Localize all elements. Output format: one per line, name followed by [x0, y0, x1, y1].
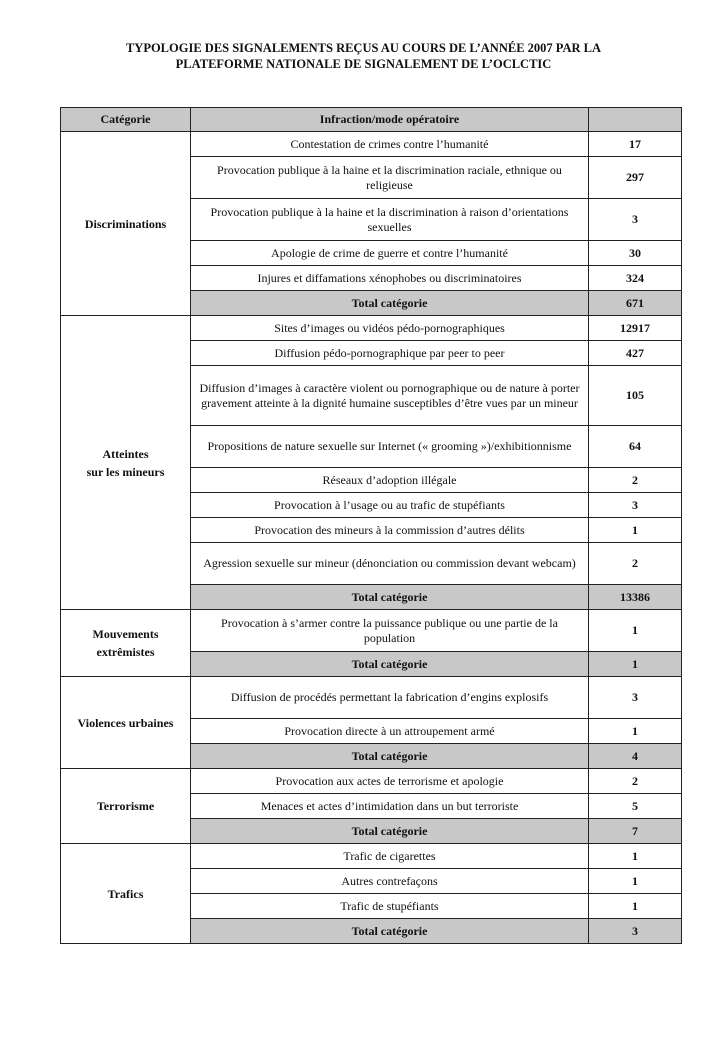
table-row: Violences urbaines Diffusion de procédés … — [60, 676, 682, 769]
count-cell: 324 — [588, 265, 682, 291]
count-cell: 2 — [588, 768, 682, 794]
category-label: Atteintes — [102, 446, 149, 461]
table-row: Diffusion d’images à caractère violent o… — [61, 365, 682, 426]
table-row: Provocation publique à la haine et la di… — [61, 198, 682, 241]
header-infraction: Infraction/mode opératoire — [190, 107, 589, 132]
count-cell: 297 — [588, 156, 682, 199]
total-value: 4 — [588, 743, 682, 769]
count-cell: 5 — [588, 793, 682, 819]
total-label: Total catégorie — [190, 651, 589, 677]
infraction-cell: Provocation aux actes de terrorisme et a… — [190, 768, 589, 794]
category-cell: Discriminations — [60, 131, 191, 316]
infraction-cell: Sites d’images ou vidéos pédo-pornograph… — [190, 315, 589, 341]
infraction-cell: Provocation publique à la haine et la di… — [190, 198, 589, 241]
count-cell: 2 — [588, 542, 682, 585]
count-cell: 1 — [588, 893, 682, 919]
infraction-cell: Autres contrefaçons — [190, 868, 589, 894]
count-cell: 105 — [588, 365, 682, 426]
infraction-cell: Provocation directe à un attroupement ar… — [190, 718, 589, 744]
table-row: Terrorisme Provocation aux actes de terro… — [60, 768, 682, 844]
count-cell: 3 — [588, 492, 682, 518]
table-row: Apologie de crime de guerre et contre l’… — [61, 240, 682, 266]
infraction-cell: Diffusion de procédés permettant la fabr… — [190, 676, 589, 719]
infraction-cell: Apologie de crime de guerre et contre l’… — [190, 240, 589, 266]
category-cell: Violences urbaines — [60, 676, 191, 769]
infraction-cell: Provocation publique à la haine et la di… — [190, 156, 589, 199]
table-row: Provocation des mineurs à la commission … — [61, 517, 682, 543]
table-row: Atteintes sur les mineurs Sites d’images o… — [60, 315, 682, 610]
infraction-cell: Injures et diffamations xénophobes ou di… — [190, 265, 589, 291]
signalements-table: Catégorie Infraction/mode opératoire Dis… — [60, 107, 682, 944]
category-label: Violences urbaines — [77, 715, 174, 730]
category-cell: Trafics — [60, 843, 191, 944]
count-cell: 1 — [588, 718, 682, 744]
table-row: Propositions de nature sexuelle sur Inte… — [61, 425, 682, 468]
count-cell: 64 — [588, 425, 682, 468]
total-value: 671 — [588, 290, 682, 316]
infraction-cell: Provocation à l’usage ou au trafic de st… — [190, 492, 589, 518]
infraction-cell: Provocation des mineurs à la commission … — [190, 517, 589, 543]
category-label: Discriminations — [84, 216, 167, 231]
table-row: Menaces et actes d’intimidation dans un … — [61, 793, 682, 819]
total-row: Total catégorie 13386 — [61, 584, 682, 610]
document-title: TYPOLOGIE DES SIGNALEMENTS REÇUS AU COUR… — [0, 40, 727, 72]
infraction-cell: Propositions de nature sexuelle sur Inte… — [190, 425, 589, 468]
total-label: Total catégorie — [190, 290, 589, 316]
infraction-cell: Menaces et actes d’intimidation dans un … — [190, 793, 589, 819]
table-row: Diffusion pédo-pornographique par peer t… — [61, 340, 682, 366]
total-value: 3 — [588, 918, 682, 944]
table-row: Mouvements extrêmistes Provocation à s’arm… — [60, 609, 682, 677]
infraction-cell: Diffusion d’images à caractère violent o… — [190, 365, 589, 426]
category-cell: Atteintes sur les mineurs — [60, 315, 191, 610]
total-label: Total catégorie — [190, 743, 589, 769]
total-row: Total catégorie 7 — [61, 818, 682, 844]
total-row: Total catégorie 671 — [61, 290, 682, 316]
total-value: 13386 — [588, 584, 682, 610]
count-cell: 427 — [588, 340, 682, 366]
infraction-cell: Agression sexuelle sur mineur (dénonciat… — [190, 542, 589, 585]
count-cell: 1 — [588, 843, 682, 869]
count-cell: 1 — [588, 868, 682, 894]
table-row: Trafics Trafic de cigarettes 1 — [60, 843, 682, 944]
infraction-cell: Trafic de stupéfiants — [190, 893, 589, 919]
category-cell: Terrorisme — [60, 768, 191, 844]
header-count — [588, 107, 682, 132]
title-line: PLATEFORME NATIONALE DE SIGNALEMENT DE L… — [175, 57, 552, 71]
category-label: Terrorisme — [96, 799, 155, 813]
header-row: Catégorie Infraction/mode opératoire — [60, 107, 682, 132]
total-value: 7 — [588, 818, 682, 844]
category-cell: Mouvements extrêmistes — [60, 609, 191, 677]
category-label: Mouvements — [92, 627, 159, 641]
total-row: Total catégorie 1 — [61, 651, 682, 677]
count-cell: 17 — [588, 131, 682, 157]
count-cell: 30 — [588, 240, 682, 266]
table-row: Discriminations Contestation de crimes co… — [60, 131, 682, 316]
table-row: Trafic de stupéfiants 1 — [61, 893, 682, 919]
infraction-cell: Diffusion pédo-pornographique par peer t… — [190, 340, 589, 366]
count-cell: 3 — [588, 676, 682, 719]
header-category: Catégorie — [60, 107, 191, 132]
total-label: Total catégorie — [190, 584, 589, 610]
title-line: TYPOLOGIE DES SIGNALEMENTS REÇUS AU COUR… — [125, 41, 602, 55]
total-row: Total catégorie 3 — [61, 918, 682, 944]
table-row: Provocation publique à la haine et la di… — [61, 156, 682, 199]
infraction-cell: Réseaux d’adoption illégale — [190, 467, 589, 493]
infraction-cell: Trafic de cigarettes — [190, 843, 589, 869]
category-label: extrêmistes — [96, 645, 155, 659]
count-cell: 1 — [588, 517, 682, 543]
count-cell: 1 — [588, 609, 682, 652]
total-label: Total catégorie — [190, 818, 589, 844]
count-cell: 12917 — [588, 315, 682, 341]
category-label: Trafics — [107, 886, 144, 901]
table-row: Autres contrefaçons 1 — [61, 868, 682, 894]
total-value: 1 — [588, 651, 682, 677]
category-label: sur les mineurs — [86, 464, 165, 479]
total-label: Total catégorie — [190, 918, 589, 944]
infraction-cell: Contestation de crimes contre l’humanité — [190, 131, 589, 157]
count-cell: 3 — [588, 198, 682, 241]
table-row: Provocation directe à un attroupement ar… — [61, 718, 682, 744]
count-cell: 2 — [588, 467, 682, 493]
infraction-cell: Provocation à s’armer contre la puissanc… — [190, 609, 589, 652]
